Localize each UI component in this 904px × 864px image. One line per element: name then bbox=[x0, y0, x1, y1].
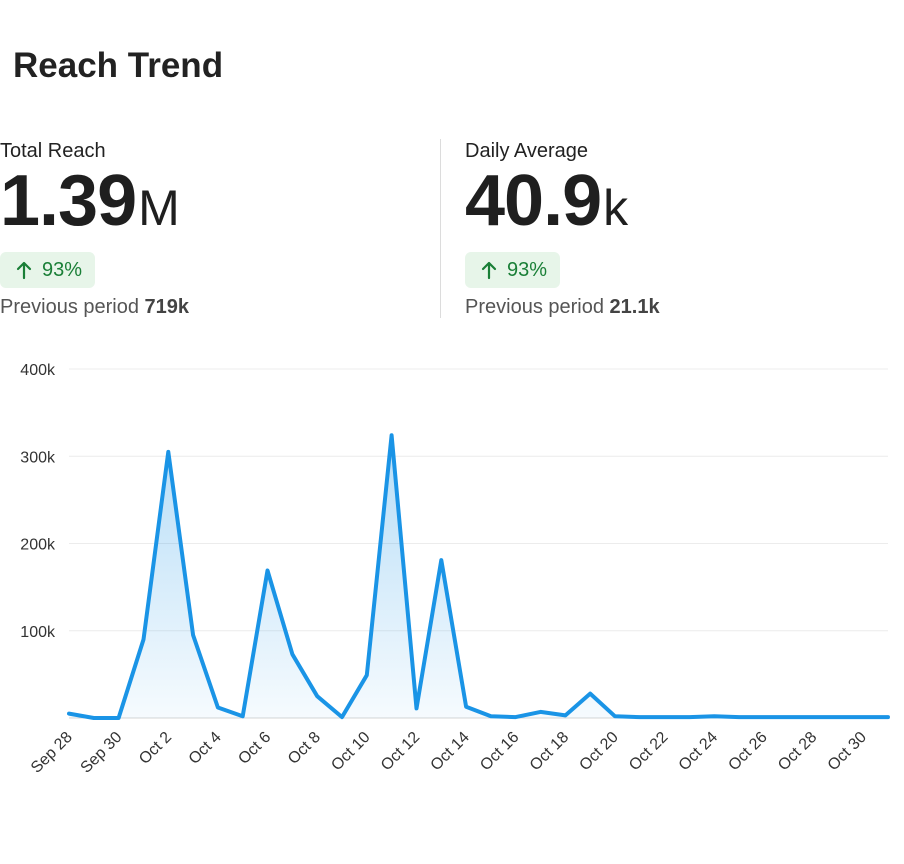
data-point bbox=[737, 715, 741, 719]
previous-period-value: 21.1k bbox=[609, 296, 660, 318]
x-tick-label: Oct 30 bbox=[825, 729, 870, 774]
data-point bbox=[514, 715, 518, 719]
data-point bbox=[836, 715, 840, 719]
data-point bbox=[365, 673, 369, 677]
data-point bbox=[563, 713, 567, 717]
data-point bbox=[762, 715, 766, 719]
daily-average-metric: Daily Average 40.9k 93% Previous period … bbox=[465, 140, 660, 319]
data-point bbox=[464, 705, 468, 709]
data-point bbox=[67, 712, 71, 716]
x-tick-label: Oct 12 bbox=[378, 729, 423, 774]
x-tick-label: Oct 16 bbox=[477, 729, 522, 774]
data-point bbox=[613, 714, 617, 718]
reach-trend-chart: 100k 200k 300k 400k Sep 28 Sep 30 Oct 2 Oct 4 Oc… bbox=[20, 362, 890, 777]
data-point bbox=[117, 716, 121, 720]
data-point bbox=[216, 706, 220, 710]
change-value: 93% bbox=[507, 258, 548, 281]
change-badge: 93% bbox=[0, 252, 96, 288]
data-point bbox=[439, 558, 443, 562]
x-tick-label: Sep 28 bbox=[28, 729, 76, 777]
data-point bbox=[712, 714, 716, 718]
series-line bbox=[67, 433, 890, 720]
x-tick-label: Oct 22 bbox=[626, 729, 671, 774]
y-tick-label: 100k bbox=[20, 624, 56, 641]
change-badge: 93% bbox=[465, 252, 561, 288]
x-tick-label: Oct 26 bbox=[725, 729, 770, 774]
data-point bbox=[588, 692, 592, 696]
data-point bbox=[489, 714, 493, 718]
data-point bbox=[861, 715, 865, 719]
data-point bbox=[315, 694, 319, 698]
data-point bbox=[688, 715, 692, 719]
data-point bbox=[92, 716, 96, 720]
x-tick-label: Oct 28 bbox=[775, 729, 820, 774]
x-tick-label: Oct 10 bbox=[328, 729, 373, 774]
previous-period-label: Previous period bbox=[0, 296, 139, 318]
previous-period-label: Previous period bbox=[465, 296, 604, 318]
data-point bbox=[340, 715, 344, 719]
data-point bbox=[787, 715, 791, 719]
metric-unit: k bbox=[603, 180, 629, 236]
metric-label: Total Reach bbox=[0, 140, 106, 162]
data-point bbox=[886, 715, 890, 719]
y-tick-label: 300k bbox=[20, 449, 56, 466]
change-value: 93% bbox=[42, 258, 83, 281]
series-area bbox=[69, 435, 888, 718]
x-tick-label: Sep 30 bbox=[78, 729, 126, 777]
metric-value: 40.9k bbox=[465, 165, 660, 237]
x-tick-label: Oct 6 bbox=[235, 729, 274, 768]
data-point bbox=[166, 450, 170, 454]
data-point bbox=[241, 714, 245, 718]
data-point bbox=[638, 715, 642, 719]
metric-number: 40.9 bbox=[465, 161, 602, 241]
data-point bbox=[290, 652, 294, 656]
previous-period: Previous period 21.1k bbox=[465, 296, 660, 319]
data-point bbox=[266, 569, 270, 573]
metric-divider bbox=[440, 139, 441, 318]
x-tick-label: Oct 2 bbox=[136, 729, 175, 768]
data-point bbox=[191, 633, 195, 637]
y-tick-label: 400k bbox=[20, 362, 56, 379]
x-tick-label: Oct 4 bbox=[186, 729, 225, 768]
x-tick-label: Oct 20 bbox=[576, 729, 621, 774]
x-tick-label: Oct 18 bbox=[527, 729, 572, 774]
data-point bbox=[390, 433, 394, 437]
metric-unit: M bbox=[138, 180, 180, 236]
x-tick-label: Oct 14 bbox=[428, 729, 473, 774]
metric-number: 1.39 bbox=[0, 161, 137, 241]
arrow-up-icon bbox=[481, 261, 497, 280]
data-point bbox=[142, 638, 146, 642]
data-point bbox=[539, 710, 543, 714]
y-tick-label: 200k bbox=[20, 537, 56, 554]
metric-value: 1.39M bbox=[0, 165, 189, 237]
data-point bbox=[812, 715, 816, 719]
metric-label: Daily Average bbox=[465, 140, 589, 162]
data-point bbox=[663, 715, 667, 719]
previous-period: Previous period 719k bbox=[0, 296, 189, 319]
x-tick-label: Oct 24 bbox=[676, 729, 721, 774]
previous-period-value: 719k bbox=[144, 296, 190, 318]
arrow-up-icon bbox=[16, 261, 32, 280]
page-title: Reach Trend bbox=[13, 46, 224, 85]
x-tick-label: Oct 8 bbox=[285, 729, 324, 768]
total-reach-metric: Total Reach 1.39M 93% Previous period 71… bbox=[0, 140, 189, 319]
data-point bbox=[415, 706, 419, 710]
